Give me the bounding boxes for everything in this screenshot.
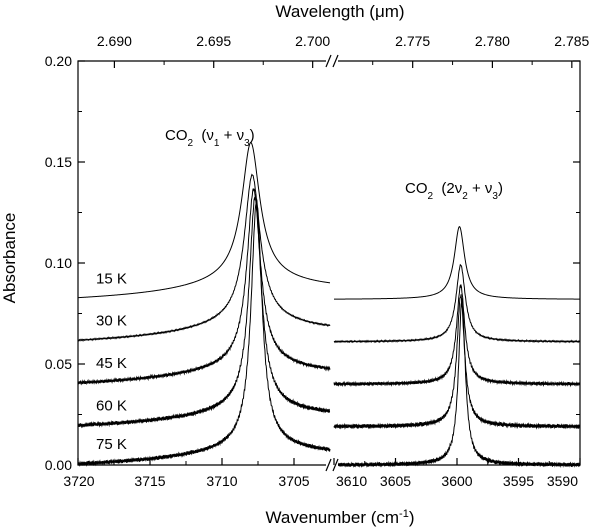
- x-tick-label: 3720: [63, 473, 94, 489]
- x-tick-label: 3595: [503, 473, 534, 489]
- spectrum-45k-left: [77, 188, 331, 386]
- spectra-group: 15 K 30 K 45 K 60 K 75 K: [77, 141, 581, 469]
- x-tick-label: 3705: [278, 473, 309, 489]
- series-label-30k: 30 K: [96, 313, 127, 330]
- top-tick-label: 2.775: [395, 33, 430, 49]
- axis-labels: 0.00 0.05 0.10 0.15 0.20 3720 3715 3710 3705 3610…: [45, 33, 590, 489]
- spectrum-15k-left: [77, 141, 331, 299]
- spectrum-15k-right: [334, 225, 580, 300]
- spectrum-30k-right: [333, 263, 581, 344]
- series-label-15k: 15 K: [96, 270, 127, 287]
- axis-ticks: [77, 60, 581, 466]
- series-label-60k: 60 K: [96, 398, 127, 415]
- axis-break-bottom: [325, 458, 339, 472]
- x-tick-label: 3715: [134, 473, 165, 489]
- y-tick-label: 0.20: [45, 53, 72, 69]
- x-tick-label: 3710: [206, 473, 237, 489]
- x-tick-label: 3590: [547, 473, 578, 489]
- series-label-45k: 45 K: [96, 355, 127, 372]
- axis-break-top: [325, 54, 339, 68]
- x-axis-title: Wavenumber (cm-1): [266, 508, 415, 527]
- spectrum-45k-right: [333, 283, 581, 388]
- x-tick-label: 3610: [336, 473, 367, 489]
- top-tick-label: 2.785: [554, 33, 589, 49]
- series-label-75k: 75 K: [96, 436, 127, 453]
- annotation-peak1: CO2 (ν1 + ν3): [165, 127, 255, 149]
- y-tick-label: 0.10: [45, 255, 72, 271]
- y-tick-label: 0.05: [45, 356, 72, 372]
- plot-border: [77, 60, 581, 466]
- spectrum-30k-left: [77, 173, 331, 342]
- x-tick-label: 3600: [441, 473, 472, 489]
- spectrum-75k-left: [77, 198, 331, 467]
- spectrum-60k-right: [333, 294, 581, 430]
- y-tick-label: 0.15: [45, 154, 72, 170]
- y-tick-label: 0.00: [45, 457, 72, 473]
- annotation-peak2: CO2 (2ν2 + ν3): [405, 180, 503, 202]
- top-tick-label: 2.695: [196, 33, 231, 49]
- top-axis-title: Wavelength (μm): [275, 2, 404, 21]
- x-tick-label: 3605: [380, 473, 411, 489]
- top-tick-label: 2.780: [475, 33, 510, 49]
- top-tick-label: 2.690: [97, 33, 132, 49]
- spectrum-60k-left: [77, 194, 331, 429]
- y-axis-title: Absorbance: [0, 213, 19, 304]
- top-tick-label: 2.700: [295, 33, 330, 49]
